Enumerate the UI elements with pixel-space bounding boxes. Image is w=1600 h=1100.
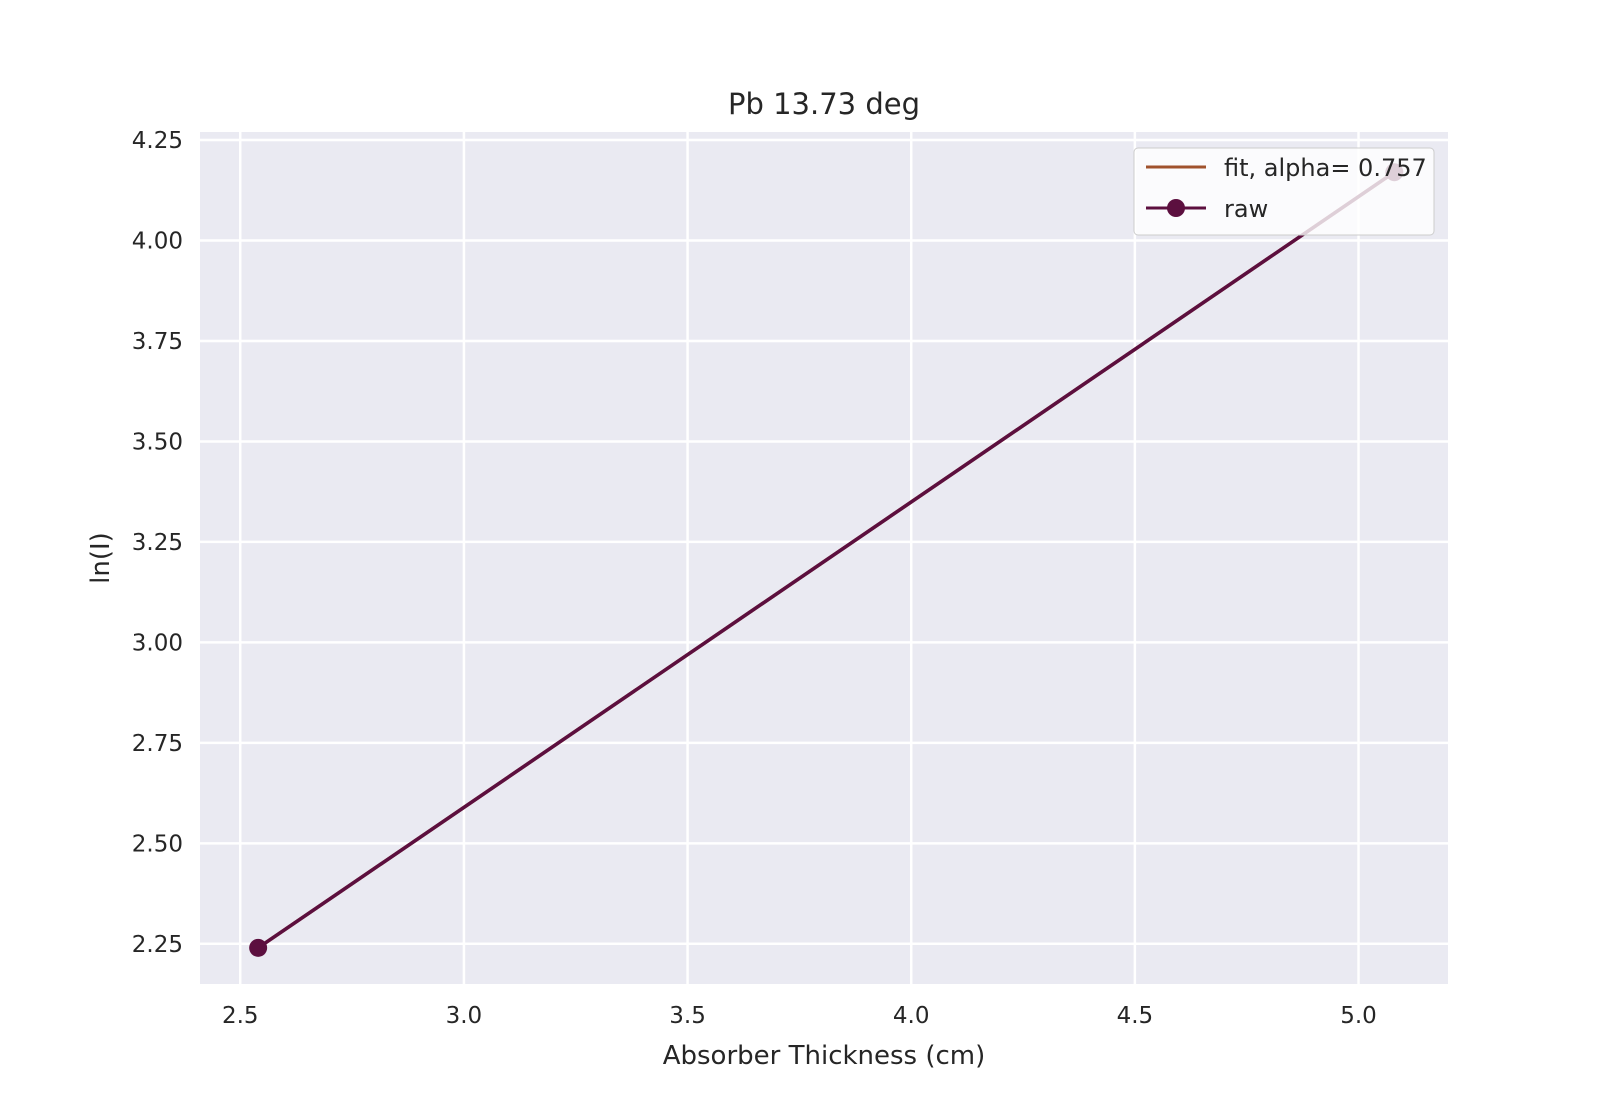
x-tick-labels: 2.5 3.0 3.5 4.0 4.5 5.0 <box>222 1003 1377 1029</box>
x-tick-label: 3.0 <box>446 1003 483 1029</box>
y-tick-label: 4.00 <box>132 229 183 255</box>
x-tick-label: 5.0 <box>1340 1003 1377 1029</box>
legend-box <box>1133 147 1435 236</box>
x-tick-label: 4.5 <box>1117 1003 1154 1029</box>
legend-fit-label: fit, alpha= 0.757 <box>1224 154 1427 182</box>
raw-line <box>255 169 1397 951</box>
y-tick-label: 3.25 <box>132 530 183 556</box>
y-tick-label: 3.00 <box>132 630 183 656</box>
legend: fit, alpha= 0.757 raw <box>1133 147 1435 236</box>
legend-raw-marker <box>1167 199 1185 217</box>
y-tick-label: 2.75 <box>132 731 183 757</box>
y-tick-label: 3.50 <box>132 429 183 455</box>
chart-title: Pb 13.73 deg <box>728 87 920 121</box>
x-tick-label: 4.0 <box>893 1003 930 1029</box>
raw-data-point <box>249 938 268 957</box>
y-axis-label: ln(I) <box>86 532 116 584</box>
y-tick-labels: 2.25 2.50 2.75 3.00 3.25 3.50 3.75 4.00 4.25 <box>132 128 183 958</box>
legend-raw-label: raw <box>1224 195 1268 223</box>
plot-background <box>200 132 1448 984</box>
x-tick-label: 3.5 <box>669 1003 706 1029</box>
grid <box>200 132 1448 984</box>
y-tick-label: 4.25 <box>132 128 183 154</box>
x-axis-label: Absorber Thickness (cm) <box>663 1041 986 1071</box>
y-tick-label: 2.50 <box>132 831 183 857</box>
y-tick-label: 2.25 <box>132 932 183 958</box>
x-tick-label: 2.5 <box>222 1003 259 1029</box>
y-tick-label: 3.75 <box>132 329 183 355</box>
